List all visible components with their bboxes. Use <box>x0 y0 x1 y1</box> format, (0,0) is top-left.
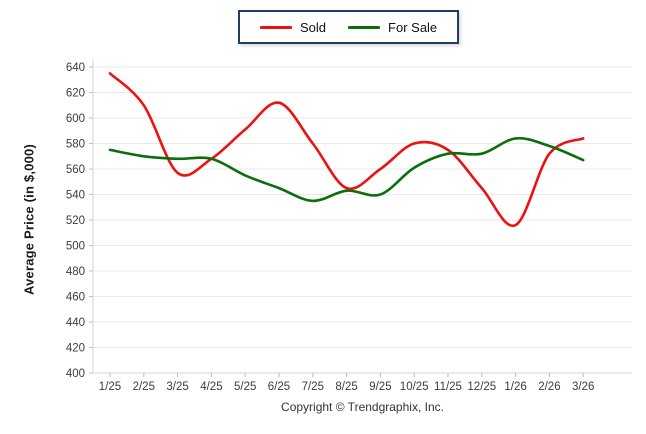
y-tick-label: 600 <box>66 113 85 125</box>
x-tick-label: 3/26 <box>572 381 594 393</box>
x-tick-label: 5/25 <box>234 381 256 393</box>
y-tick-label: 640 <box>66 62 85 74</box>
y-tick-label: 560 <box>66 164 85 176</box>
y-tick-label: 420 <box>66 343 85 355</box>
series-line-for-sale <box>108 136 585 203</box>
legend-item-for-sale: For Sale <box>348 20 437 35</box>
y-tick-label: 500 <box>66 241 85 253</box>
series-line-sold <box>108 72 585 227</box>
x-tick-label: 8/25 <box>335 381 357 393</box>
y-tick-label: 480 <box>66 266 85 278</box>
sold-line-swatch-icon <box>260 25 292 29</box>
x-tick-label: 2/25 <box>133 381 155 393</box>
x-tick-label: 6/25 <box>268 381 290 393</box>
y-tick-label: 540 <box>66 190 85 202</box>
x-tick-label: 7/25 <box>302 381 324 393</box>
x-tick-label: 11/25 <box>434 381 462 393</box>
legend-item-sold: Sold <box>260 20 326 35</box>
x-tick-label: 9/25 <box>369 381 391 393</box>
x-tick-label: 2/26 <box>538 381 560 393</box>
for-sale-line-swatch-icon <box>348 25 381 29</box>
y-tick-label: 400 <box>66 368 85 380</box>
x-tick-label: 4/25 <box>200 381 222 393</box>
y-tick-label: 580 <box>66 139 85 151</box>
y-tick-label: 520 <box>66 215 85 227</box>
y-tick-label: 460 <box>66 292 85 304</box>
x-tick-label: 1/26 <box>504 381 526 393</box>
x-tick-label: 10/25 <box>400 381 429 393</box>
y-tick-label: 620 <box>66 88 85 100</box>
legend-label-for-sale: For Sale <box>388 19 438 35</box>
legend-label-sold: Sold <box>300 19 327 35</box>
copyright-text: Copyright © Trendgraphix, Inc. <box>281 400 444 414</box>
y-tick-label: 440 <box>66 317 85 329</box>
y-axis-title: Average Price (in $,000) <box>21 144 37 296</box>
x-tick-label: 12/25 <box>467 381 496 393</box>
chart-legend: Sold For Sale <box>238 10 460 44</box>
x-tick-label: 1/25 <box>99 381 121 393</box>
x-tick-label: 3/25 <box>166 381 188 393</box>
